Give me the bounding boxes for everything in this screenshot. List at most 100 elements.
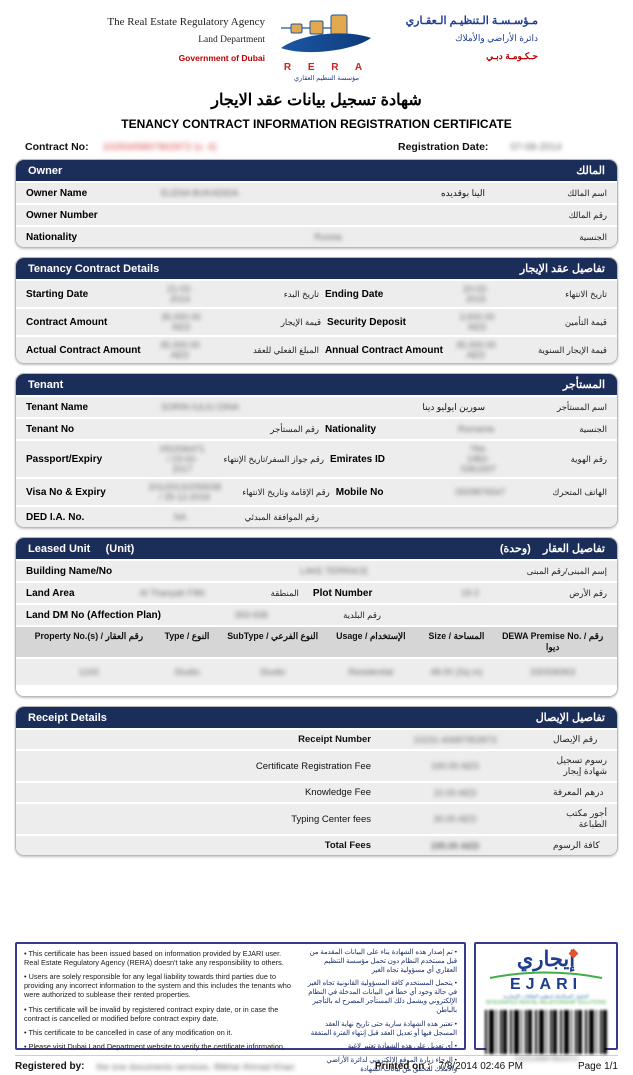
- ending-date-value: 20-02-2015: [462, 284, 489, 304]
- col-usage: Usage / الإستخدام: [336, 631, 406, 641]
- barcode-number: 102314086780237/2: [513, 1056, 579, 1063]
- tenant-nationality-value: Romania: [457, 424, 495, 434]
- emirates-id-label: Emirates ID: [329, 453, 385, 465]
- receipt-section-header: Receipt Details تفاصيل الإيصال: [16, 707, 617, 728]
- tenant-title-ar: المستأجر: [562, 379, 605, 391]
- visa-expiry-label: Visa No & Expiry: [26, 486, 106, 498]
- col-type: Type / النوع: [164, 631, 210, 641]
- actual-contract-amount-label: Actual Contract Amount: [26, 344, 141, 356]
- tenancy-details-section: Tenancy Contract Details تفاصيل عقد الإي…: [15, 257, 618, 364]
- leased-unit-section-header: Leased Unit (Unit) تفاصيل العقار (وحدة): [16, 538, 617, 559]
- land-dm-row: Land DM No (Affection Plan) 393-938 رقم …: [16, 603, 617, 625]
- disclaimer-en-4: This certificate to be cancelled in case…: [24, 1028, 297, 1037]
- disclaimer-en-1: This certificate has been issued based o…: [24, 949, 297, 967]
- col-subtype: SubType / النوع الفرعي: [227, 631, 319, 641]
- printed-on-label: Printed on :: [374, 1061, 431, 1072]
- mobile-no-label-ar: الهاتف المتحرك: [552, 486, 607, 497]
- contract-amount-value: 35,000.00 AED: [161, 312, 202, 332]
- tenant-nationality-label-ar: الجنسية: [579, 423, 607, 434]
- amounts-row: Contract Amount 35,000.00 AED قيمة الإيج…: [16, 307, 617, 335]
- tenant-section-header: Tenant المستأجر: [16, 374, 617, 395]
- footer: This certificate has been issued based o…: [15, 942, 618, 1073]
- agency-ar-line2: دائرة الأراضي والأملاك: [455, 33, 538, 43]
- disclaimer-arabic: تم إصدار هذه الشهادة بناء على البيانات ا…: [305, 949, 457, 1073]
- emirates-id-value: 784-1982-5361937: [460, 444, 496, 474]
- registration-fee-row: Certificate Registration Fee 160.00 AED …: [16, 749, 617, 781]
- contract-no-value: 1029345867902972 (v. 4): [102, 141, 217, 153]
- owner-section-header: Owner المالك: [16, 160, 617, 181]
- land-dm-label-ar: رقم البلدية: [343, 609, 381, 620]
- ending-date-label-ar: تاريخ الانتهاء: [565, 288, 607, 299]
- certificate-header: The Real Estate Regulatory Agency Land D…: [0, 0, 633, 82]
- tenant-name-value: SORIN IULIU DINA: [161, 402, 240, 412]
- annual-contract-amount-value: 35,000.00 AED: [455, 340, 496, 360]
- typing-fee-label-ar: أجور مكتب الطباعة: [566, 808, 607, 829]
- total-fees-row: Total Fees 195.00 AED كافة الرسوم: [16, 834, 617, 855]
- visa-expiry-label-ar: رقم الإقامة وتاريخ الانتهاء: [242, 486, 330, 497]
- actual-contract-amount-label-ar: المبلغ الفعلي للعقد: [252, 344, 319, 355]
- owner-nationality-label: Nationality: [26, 231, 78, 243]
- typing-fee-row: Typing Center fees 30.00 AED أجور مكتب ا…: [16, 802, 617, 834]
- total-fees-label: Total Fees: [324, 840, 371, 851]
- tenant-nationality-label: Nationality: [325, 423, 377, 435]
- visa-expiry-value: 201/2013/2/93038 / 25-12-2016: [148, 482, 221, 502]
- owner-name-label-ar: اسم المالك: [567, 187, 607, 198]
- tenant-name-value-ar: سورين ايوليو دينا: [422, 401, 485, 412]
- barcode: [485, 1010, 607, 1054]
- receipt-title-ar: تفاصيل الإيصال: [535, 712, 605, 724]
- disclaimer-box: This certificate has been issued based o…: [15, 942, 466, 1073]
- receipt-number-label: Receipt Number: [298, 734, 371, 745]
- annual-contract-amount-label: Annual Contract Amount: [324, 344, 443, 356]
- tenant-name-label: Tenant Name: [26, 401, 89, 413]
- disclaimer-en-3: This certificate will be invalid by regi…: [24, 1005, 297, 1023]
- leased-unit-bottom-spacer: [16, 685, 617, 696]
- ejari-logo-arabic: إيجاري: [517, 948, 579, 970]
- col-dewa-premise: DEWA Premise No. / رقم ديوا: [502, 631, 604, 652]
- tenant-name-label-ar: اسم المستأجر: [556, 401, 607, 412]
- owner-title-ar: المالك: [576, 165, 605, 177]
- land-area-row: Land Area Al Thanyah Fifth المنطقة Plot …: [16, 581, 617, 603]
- owner-title-en: Owner: [28, 164, 63, 177]
- size-value: 48.00 (Sq m): [430, 667, 483, 677]
- typing-fee-value: 30.00 AED: [433, 814, 477, 824]
- building-name-label: Building Name/No: [26, 565, 113, 577]
- leased-unit-section: Leased Unit (Unit) تفاصيل العقار (وحدة) …: [15, 537, 618, 697]
- total-fees-value: 195.00 AED: [430, 840, 480, 851]
- mobile-no-value: 0509876547: [455, 487, 506, 497]
- knowledge-fee-row: Knowledge Fee 10.00 AED درهم المعرفة: [16, 781, 617, 802]
- ded-row: DED I.A. No. NA رقم الموافقة المبدئي: [16, 505, 617, 527]
- registered-by-value: the one documents services, Iftikhar Ahm…: [96, 1061, 295, 1072]
- contract-number-bar: Contract No: 1029345867902972 (v. 4) Reg…: [25, 141, 608, 153]
- rera-logo-graphic: [281, 14, 371, 53]
- tenant-no-label: Tenant No: [26, 423, 75, 435]
- certificate-title-english: TENANCY CONTRACT INFORMATION REGISTRATIO…: [121, 117, 512, 131]
- rera-letters: R E R A: [283, 62, 370, 73]
- disclaimer-ar-4: أي تعديل على هذه الشهادة تعتبر لاغية: [305, 1043, 457, 1052]
- agency-line3: Government of Dubai: [178, 53, 265, 63]
- security-deposit-label-ar: قيمة التأمين: [564, 316, 607, 327]
- plot-number-label-ar: رقم الأرض: [569, 587, 607, 598]
- security-deposit-label: Security Deposit: [327, 316, 406, 328]
- agency-ar-line1: مـؤسـسـة الـتنظيـم الـعقـاري: [405, 15, 538, 27]
- ded-ia-no-label: DED I.A. No.: [26, 511, 85, 523]
- tenant-section: Tenant المستأجر Tenant Name SORIN IULIU …: [15, 373, 618, 528]
- owner-nationality-value: Russia: [314, 232, 342, 242]
- plot-number-label: Plot Number: [312, 587, 373, 599]
- receipt-section: Receipt Details تفاصيل الإيصال Receipt N…: [15, 706, 618, 856]
- registered-by-label: Registered by:: [15, 1061, 85, 1072]
- tenancy-title-ar: تفاصيل عقد الإيجار: [519, 263, 605, 275]
- land-dm-value: 393-938: [234, 610, 268, 620]
- contract-amount-label: Contract Amount: [26, 316, 108, 328]
- owner-name-label: Owner Name: [26, 187, 88, 199]
- building-name-label-ar: إسم المبنى/رقم المبنى: [526, 565, 607, 576]
- tenancy-title-en: Tenancy Contract Details: [28, 262, 160, 275]
- contract-no-label: Contract No:: [25, 141, 89, 153]
- ending-date-label: Ending Date: [325, 288, 384, 300]
- owner-name-value: ELENA BUKADIDA: [161, 188, 239, 198]
- disclaimer-ar-2: يتحمل المستخدم كافة المسؤولية القانونية …: [305, 980, 457, 1015]
- receipt-number-label-ar: رقم الإيصال: [553, 734, 598, 744]
- visa-row: Visa No & Expiry 201/2013/2/93038 / 25-1…: [16, 477, 617, 505]
- owner-number-label: Owner Number: [26, 209, 98, 221]
- rera-logo: R E R A مؤسسة التنظيم العقاري: [279, 12, 374, 82]
- land-area-label-ar: المنطقة: [270, 587, 299, 598]
